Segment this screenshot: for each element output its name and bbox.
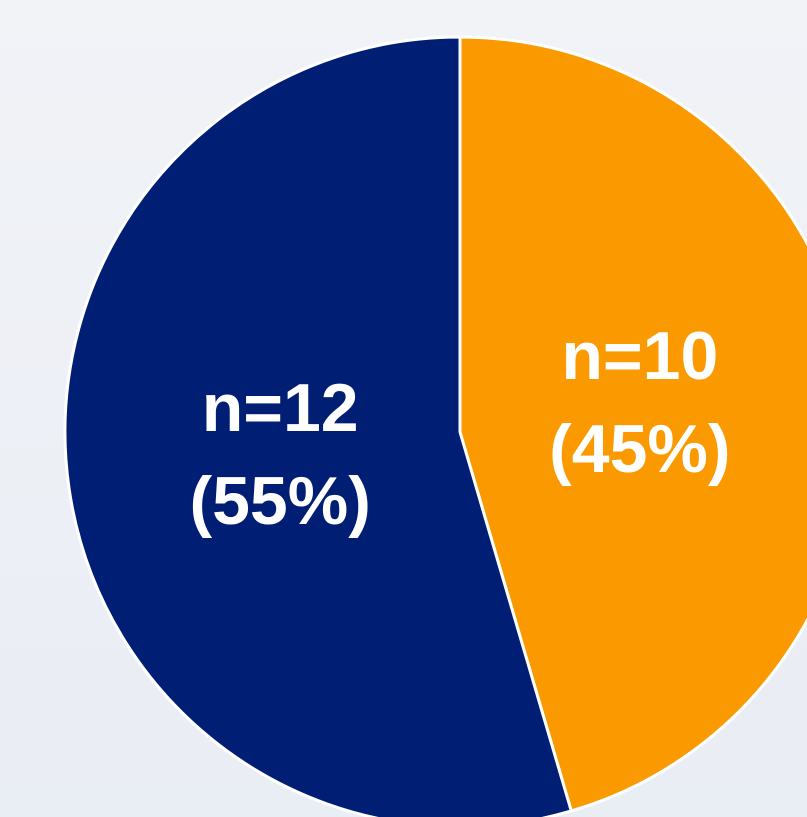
percent-label: (55%) (189, 463, 370, 539)
pie-slice (458, 35, 807, 813)
data-label: n=12 (202, 370, 359, 446)
percent-label: (45%) (549, 411, 730, 487)
data-label: n=10 (561, 318, 718, 394)
